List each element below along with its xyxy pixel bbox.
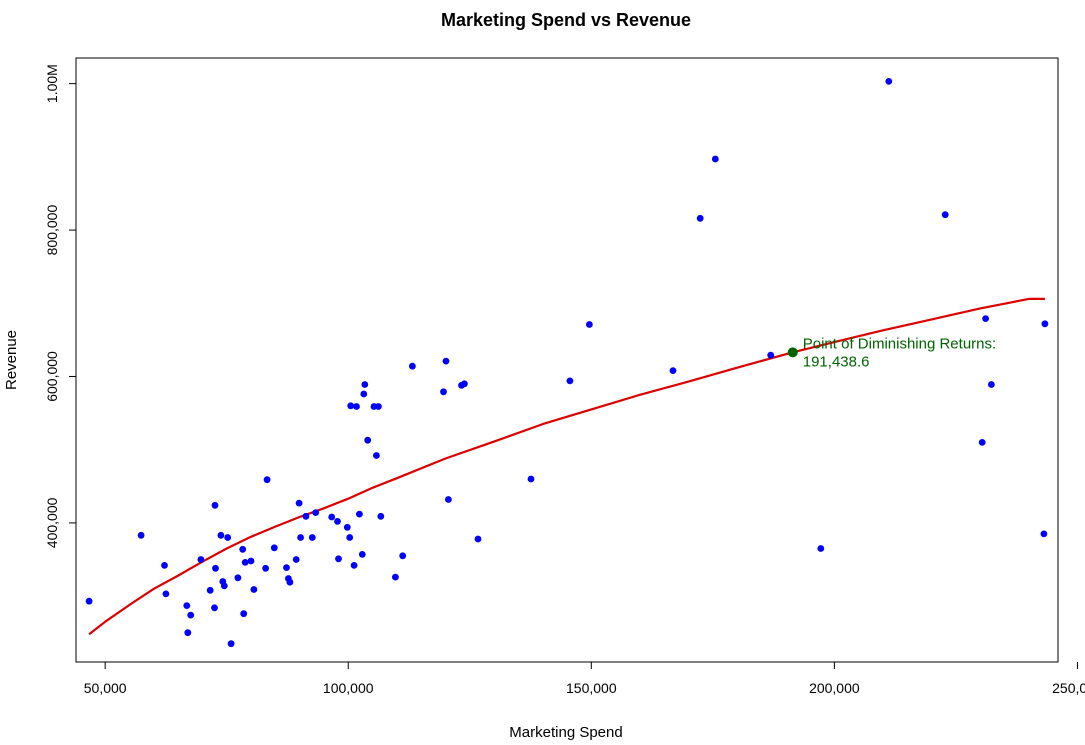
x-tick-label: 100,000	[323, 680, 374, 696]
data-point	[250, 586, 258, 593]
x-axis-label: Marketing Spend	[509, 724, 622, 741]
data-point	[241, 559, 249, 566]
y-tick-label: 1.00M	[44, 64, 60, 103]
data-point	[350, 562, 358, 569]
data-point	[262, 564, 269, 572]
data-point	[941, 211, 949, 219]
data-point	[586, 321, 593, 328]
x-tick-label: 150,000	[566, 680, 617, 696]
data-point	[669, 367, 677, 374]
data-point	[335, 555, 342, 563]
data-point	[353, 403, 360, 410]
data-point	[982, 315, 989, 322]
x-tick-label: 50,000	[84, 680, 127, 696]
x-tick-label: 200,000	[809, 680, 860, 696]
annotation-value: 191,438.6	[803, 353, 870, 370]
data-point	[206, 586, 214, 594]
chart-title: Marketing Spend vs Revenue	[441, 10, 691, 30]
data-point	[373, 452, 380, 459]
data-point	[356, 510, 363, 518]
data-point	[137, 531, 145, 539]
data-point	[283, 564, 290, 571]
data-point	[409, 362, 416, 370]
data-point	[312, 509, 320, 516]
data-point	[292, 556, 300, 563]
x-axis: 50,000 100,000 150,000 200,000 250,000	[84, 662, 1085, 696]
data-point	[885, 78, 893, 85]
fit-line	[88, 297, 1045, 636]
data-point	[440, 388, 447, 396]
data-point	[197, 556, 205, 563]
y-tick-label: 600,000	[44, 351, 60, 402]
data-point	[817, 545, 825, 552]
data-point	[212, 564, 219, 572]
data-point	[234, 574, 242, 582]
data-point	[361, 381, 369, 388]
data-point	[263, 476, 271, 484]
data-point	[978, 439, 986, 446]
points-layer	[85, 78, 1049, 648]
data-point	[328, 513, 336, 521]
data-point	[566, 377, 574, 385]
data-point	[392, 573, 399, 581]
data-point	[375, 403, 382, 410]
data-point	[377, 512, 385, 520]
data-point	[161, 562, 168, 569]
data-point	[527, 475, 535, 483]
data-point	[308, 534, 316, 541]
fit-line-layer	[88, 297, 1045, 636]
data-point	[358, 551, 366, 558]
data-point	[399, 552, 407, 560]
annotation-label: Point of Diminishing Returns:	[803, 335, 996, 352]
data-point	[211, 604, 218, 612]
data-point	[183, 602, 191, 609]
data-point	[360, 390, 368, 398]
data-point	[297, 534, 304, 541]
annotation-layer: Point of Diminishing Returns:191,438.6	[787, 335, 996, 370]
plot-frame	[75, 57, 1059, 663]
data-point	[334, 518, 341, 525]
data-point	[187, 611, 195, 619]
data-point	[227, 640, 235, 648]
data-point	[1040, 530, 1048, 538]
data-point	[184, 629, 192, 637]
data-point	[217, 531, 225, 539]
data-point	[461, 380, 468, 388]
y-tick-label: 800,000	[44, 205, 60, 256]
data-point	[364, 436, 372, 444]
data-point	[240, 610, 248, 618]
data-point	[211, 501, 219, 509]
data-point	[224, 534, 232, 541]
data-point	[85, 597, 93, 605]
data-point	[474, 535, 482, 543]
data-point	[767, 351, 775, 359]
data-point	[711, 155, 719, 163]
data-point	[347, 402, 355, 410]
data-point	[302, 512, 310, 520]
data-point	[445, 496, 452, 503]
y-axis: 400,000 600,000 800,000 1.00M	[44, 64, 76, 548]
diminishing-returns-marker	[787, 347, 798, 358]
data-point	[162, 590, 170, 598]
data-point	[988, 381, 995, 388]
y-tick-label: 400,000	[44, 497, 60, 548]
data-point	[1041, 320, 1049, 328]
data-point	[346, 534, 354, 541]
data-point	[295, 499, 303, 507]
x-tick-label: 250,000	[1052, 680, 1085, 696]
data-point	[239, 545, 247, 553]
data-point	[696, 214, 704, 222]
data-point	[247, 557, 255, 565]
data-point	[343, 523, 351, 531]
data-point	[220, 582, 228, 590]
data-point	[286, 578, 294, 586]
data-point	[442, 357, 450, 365]
data-point	[270, 544, 278, 552]
y-axis-label: Revenue	[3, 330, 20, 390]
